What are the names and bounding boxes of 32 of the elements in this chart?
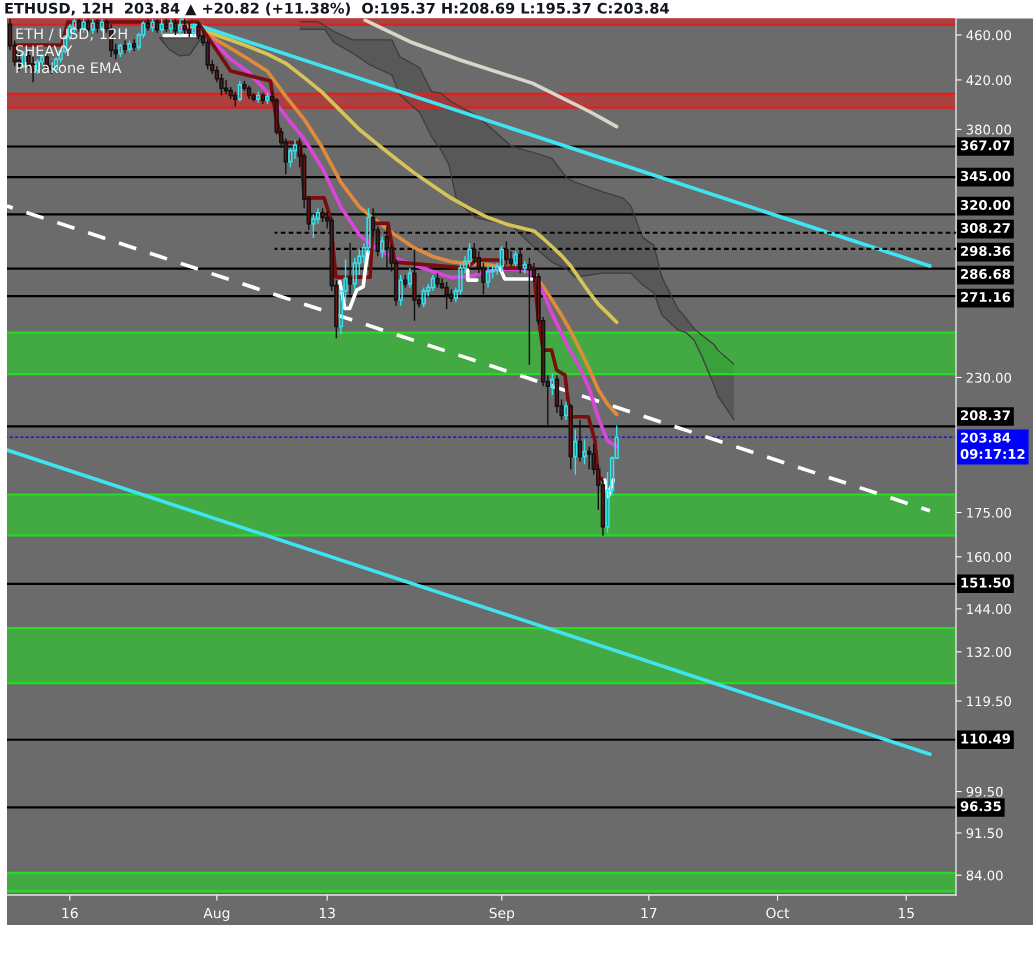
y-tick-label: 144.00 [967, 604, 1012, 615]
x-tick-label: 16 [62, 907, 78, 919]
y-tick-label: 420.00 [966, 75, 1012, 86]
y-tick-label: 84.00 [966, 870, 1003, 881]
data-label: 308.27 [960, 223, 1010, 233]
ref-line-label: 286.68 [961, 268, 1011, 279]
y-tick-label: 160.00 [967, 552, 1012, 562]
x-tick-label: Sep [489, 907, 515, 921]
ref-line-label: 208.37 [961, 410, 1010, 421]
ref-line-label: 96.35 [960, 801, 1001, 812]
y-tick-label: 380.00 [966, 124, 1012, 135]
x-tick-label: 15 [898, 907, 914, 919]
ref-line-label: 345.00 [960, 170, 1011, 181]
x-tick-label: 17 [641, 907, 657, 919]
chart-title: ETHUSD, 12H 203.84 ▲ +20.82 (+11.38%) O:195.37 H:208.69 L:195.37 C:203.84 [5, 2, 669, 16]
x-tick-label: Oct [766, 907, 790, 919]
y-tick-label: 460.00 [966, 30, 1012, 41]
ref-line-label: 320.00 [960, 200, 1011, 210]
x-tick-label: 13 [319, 907, 335, 919]
ref-line-label: 151.50 [961, 577, 1011, 588]
y-tick-label: 119.50 [967, 696, 1012, 707]
ref-line-label: 271.16 [961, 291, 1011, 302]
x-tick-label: Aug [203, 907, 230, 921]
y-tick-label: 91.50 [966, 828, 1003, 839]
y-tick-label: 230.00 [966, 372, 1012, 383]
y-tick-label: 99.50 [966, 786, 1003, 797]
ref-line-label: 367.07 [960, 140, 1010, 151]
ref-line-label: 203.84 09:17:12 [960, 432, 1025, 459]
ref-line-label: 110.49 [961, 733, 1011, 744]
data-label: 298.36 [961, 245, 1011, 256]
y-tick-label: 175.00 [967, 507, 1012, 518]
y-tick-label: 132.00 [967, 647, 1012, 658]
